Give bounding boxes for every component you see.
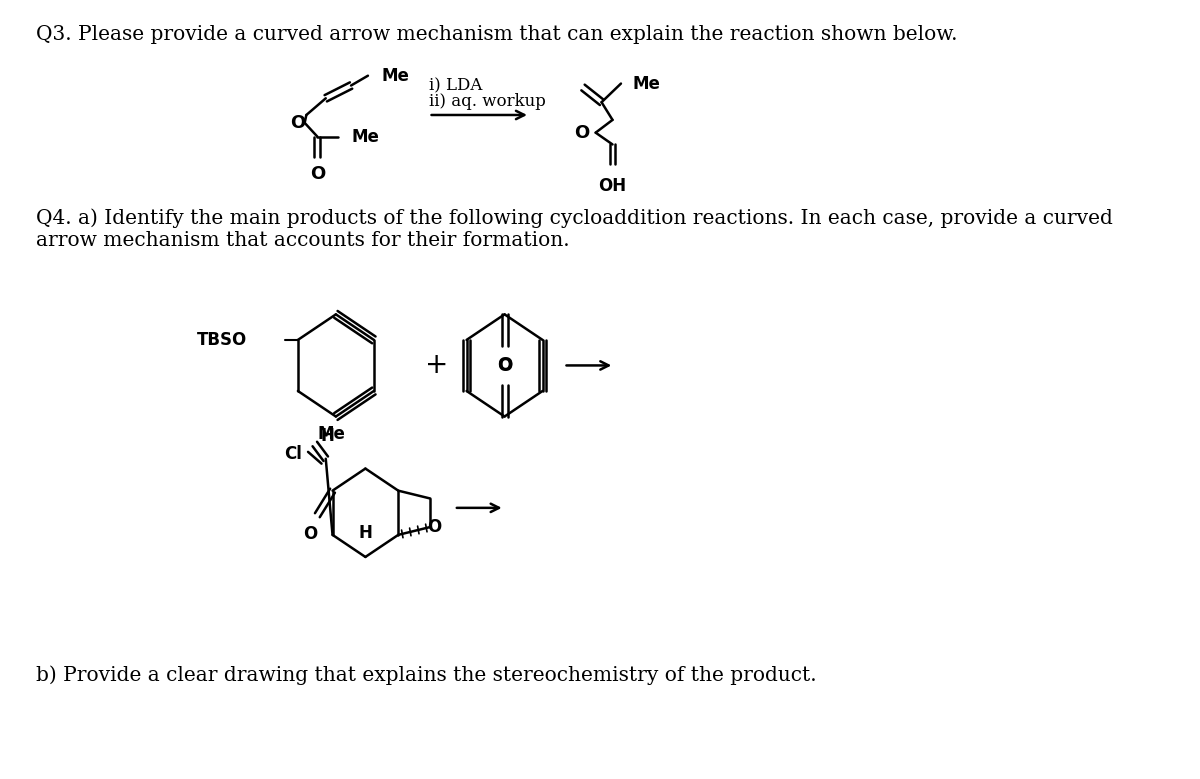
Text: O: O xyxy=(304,525,318,543)
Text: arrow mechanism that accounts for their formation.: arrow mechanism that accounts for their … xyxy=(36,231,570,250)
Text: H: H xyxy=(359,524,372,542)
Text: b) Provide a clear drawing that explains the stereochemistry of the product.: b) Provide a clear drawing that explains… xyxy=(36,665,817,685)
Text: ii) aq. workup: ii) aq. workup xyxy=(428,93,546,111)
Text: Me: Me xyxy=(318,425,346,443)
Text: O: O xyxy=(497,356,512,374)
Text: +: + xyxy=(426,351,449,379)
Text: O: O xyxy=(290,114,306,132)
Text: O: O xyxy=(427,518,442,536)
Text: TBSO: TBSO xyxy=(197,331,247,349)
Text: OH: OH xyxy=(599,177,626,195)
Text: Me: Me xyxy=(382,67,409,85)
Text: Cl: Cl xyxy=(284,445,302,463)
Text: Me: Me xyxy=(352,128,379,146)
Text: Q3. Please provide a curved arrow mechanism that can explain the reaction shown : Q3. Please provide a curved arrow mechan… xyxy=(36,25,958,44)
Text: H: H xyxy=(320,427,335,445)
Text: Me: Me xyxy=(632,75,661,93)
Text: i) LDA: i) LDA xyxy=(428,78,482,95)
Text: O: O xyxy=(310,165,325,183)
Text: O: O xyxy=(497,358,512,375)
Text: O: O xyxy=(574,124,589,142)
Text: Q4. a) Identify the main products of the following cycloaddition reactions. In e: Q4. a) Identify the main products of the… xyxy=(36,208,1114,228)
